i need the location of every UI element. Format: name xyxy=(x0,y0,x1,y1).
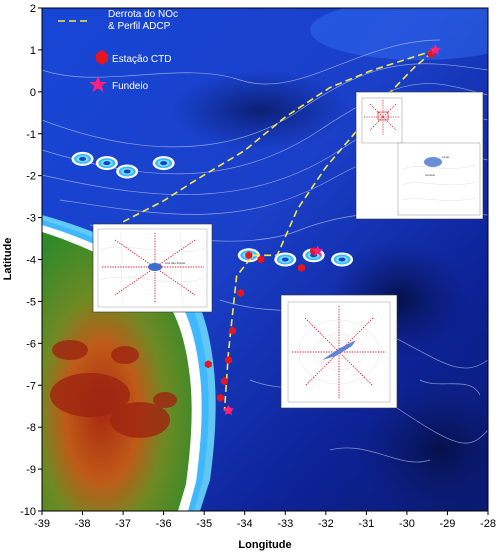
mooring-marker xyxy=(312,245,324,256)
y-tick-label: -10 xyxy=(20,506,36,518)
y-tick-label: -8 xyxy=(26,422,36,434)
y-tick-label: -7 xyxy=(26,380,36,392)
island-shape xyxy=(123,169,131,174)
deep-basin xyxy=(360,380,488,511)
mooring-marker xyxy=(222,404,235,416)
y-tick-label: -9 xyxy=(26,464,36,476)
cruise-track xyxy=(122,49,436,411)
ctd-station-marker xyxy=(204,360,212,369)
inset-rocas: Atol das Rocas xyxy=(92,223,213,313)
x-tick-label: -35 xyxy=(196,518,212,530)
svg-text:Central: Central xyxy=(425,173,435,177)
y-tick-label: -1 xyxy=(26,129,36,141)
ctd-station-marker xyxy=(221,377,228,386)
y-axis: 2 1 0 -1 -2 -3 -4 -5 -6 -7 -8 -9 -10 xyxy=(20,3,42,518)
island-shape xyxy=(103,161,111,166)
svg-text:Leste: Leste xyxy=(442,155,450,159)
island-shape xyxy=(79,156,87,161)
ctd-station-marker xyxy=(216,393,224,402)
ctd-station-marker xyxy=(245,251,253,260)
shallow-region xyxy=(310,8,488,60)
inset-spsp: Leste Central xyxy=(355,91,484,220)
x-tick-label: -38 xyxy=(75,518,91,530)
legend-station-label: Estação CTD xyxy=(112,54,171,65)
x-tick-label: -29 xyxy=(440,518,456,530)
x-tick-label: -37 xyxy=(115,518,131,530)
ctd-station-marker xyxy=(237,289,245,297)
y-tick-label: -2 xyxy=(26,171,36,183)
x-tick-label: -39 xyxy=(34,518,50,530)
ctd-station-marker xyxy=(229,326,236,335)
island-shape xyxy=(160,161,168,166)
x-tick-label: -33 xyxy=(277,518,293,530)
ctd-station-marker xyxy=(298,263,305,272)
inset-fn xyxy=(280,294,398,409)
y-tick-label: -3 xyxy=(26,213,36,225)
island-shape xyxy=(338,257,346,262)
y-tick-label: -4 xyxy=(26,255,36,267)
x-axis-title: Longitude xyxy=(238,539,291,551)
x-tick-label: -31 xyxy=(358,518,374,530)
legend: Derrota do NOc & Perfil ADCP Estação CTD… xyxy=(58,9,178,92)
y-tick-label: 1 xyxy=(30,45,36,57)
legend-track-label-2: & Perfil ADCP xyxy=(108,21,171,32)
y-tick-label: -5 xyxy=(26,296,36,308)
moorings-layer xyxy=(222,43,441,416)
x-tick-label: -36 xyxy=(156,518,172,530)
legend-station-marker xyxy=(96,50,108,65)
ctd-station-marker xyxy=(225,356,232,365)
y-tick-label: 2 xyxy=(30,3,36,15)
y-axis-title: Latitude xyxy=(2,238,14,281)
legend-mooring-label: Fundeio xyxy=(112,81,149,92)
deep-basin xyxy=(170,70,350,150)
islands-layer xyxy=(71,151,354,267)
x-tick-label: -34 xyxy=(237,518,253,530)
x-tick-label: -30 xyxy=(399,518,415,530)
x-tick-label: -32 xyxy=(318,518,334,530)
x-tick-label: -28 xyxy=(480,518,496,530)
highlands xyxy=(50,340,177,438)
legend-mooring-marker xyxy=(89,76,107,92)
ctd-station-marker xyxy=(257,255,265,264)
inset-rocas-label: Atol das Rocas xyxy=(165,261,186,265)
mooring-marker xyxy=(429,43,441,55)
x-axis: -39 -38 -37 -36 -35 -34 -33 -32 -31 -30 -29 -28 xyxy=(34,511,496,530)
y-tick-label: -6 xyxy=(26,338,36,350)
y-tick-label: 0 xyxy=(30,87,36,99)
legend-track-label: Derrota do NOc xyxy=(108,9,178,20)
island-shape xyxy=(281,257,289,262)
